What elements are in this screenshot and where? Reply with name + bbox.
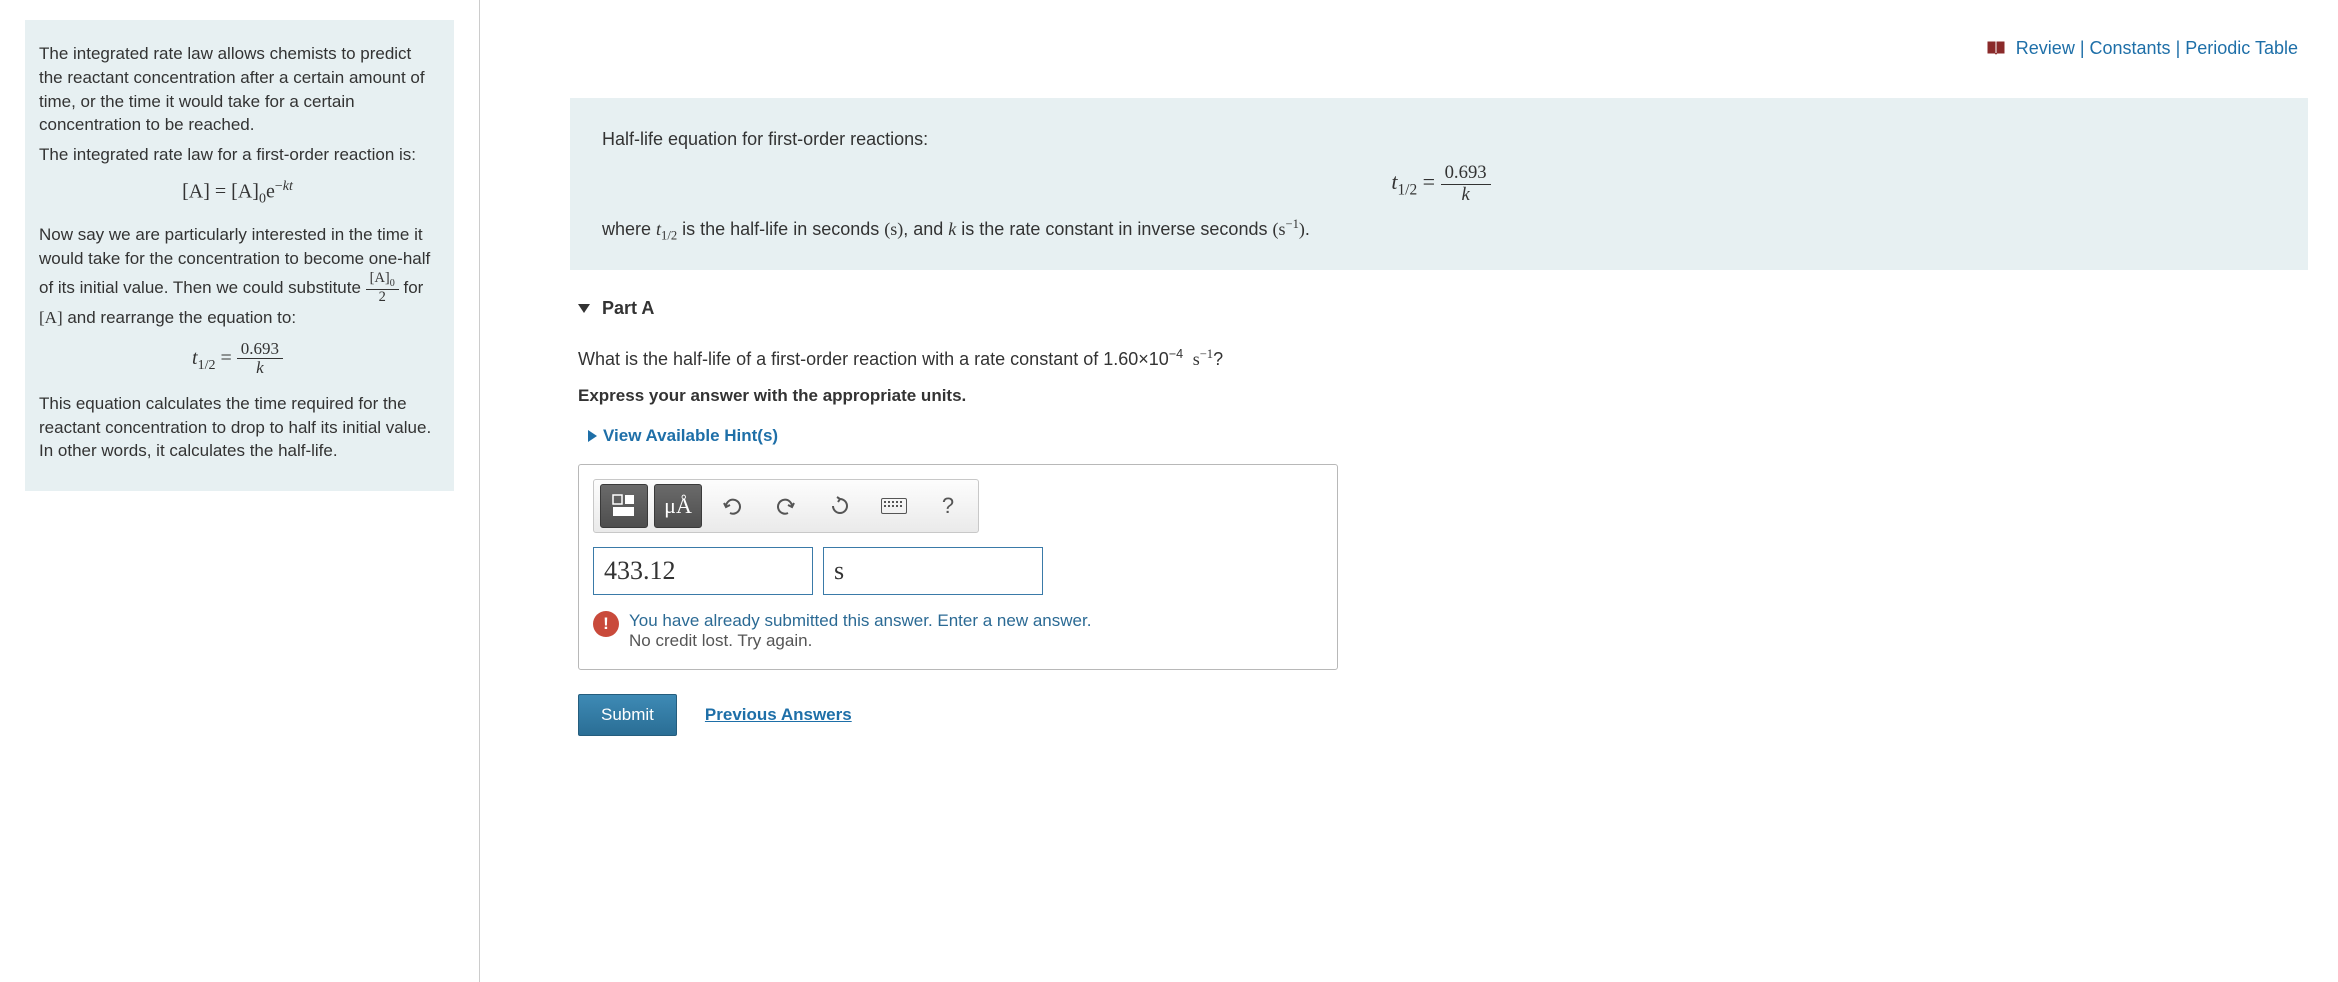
reset-button[interactable] xyxy=(816,484,864,528)
equation-halflife-left: t1/2 = 0.693k xyxy=(39,340,436,378)
keyboard-icon xyxy=(881,498,907,514)
answer-toolbar: μÅ ? xyxy=(593,479,979,533)
help-button[interactable]: ? xyxy=(924,484,972,528)
value-input[interactable] xyxy=(593,547,813,595)
template-button[interactable] xyxy=(600,484,648,528)
chevron-right-icon xyxy=(588,430,597,442)
feedback-line2: No credit lost. Try again. xyxy=(629,631,1091,651)
frac-a0-2: [A]02 xyxy=(366,271,399,306)
constants-link[interactable]: Constants xyxy=(2090,38,2171,58)
instruction: Express your answer with the appropriate… xyxy=(578,386,2308,406)
info-line2: where t1/2 is the half-life in seconds (… xyxy=(602,215,2280,245)
intro-p1: The integrated rate law allows chemists … xyxy=(39,42,436,137)
unit-input[interactable] xyxy=(823,547,1043,595)
keyboard-button[interactable] xyxy=(870,484,918,528)
part-a-header[interactable]: Part A xyxy=(578,298,2308,319)
undo-button[interactable] xyxy=(708,484,756,528)
previous-answers-link[interactable]: Previous Answers xyxy=(705,705,852,725)
error-icon: ! xyxy=(593,611,619,637)
view-hints-link[interactable]: View Available Hint(s) xyxy=(588,426,2308,446)
units-button[interactable]: μÅ xyxy=(654,484,702,528)
equation-rate-law: [A] = [A]0e−kt xyxy=(39,177,436,209)
collapse-icon xyxy=(578,304,590,313)
part-label: Part A xyxy=(602,298,654,319)
answer-box: μÅ ? ! xyxy=(578,464,1338,670)
info-box: Half-life equation for first-order react… xyxy=(570,98,2308,270)
top-links: Review | Constants | Periodic Table xyxy=(1987,38,2298,59)
feedback: ! You have already submitted this answer… xyxy=(593,611,1323,651)
book-icon xyxy=(1987,39,2005,53)
equation-halflife-main: t1/2 = 0.693k xyxy=(602,163,2280,205)
feedback-line1: You have already submitted this answer. … xyxy=(629,611,1091,631)
intro-p2: The integrated rate law for a first-orde… xyxy=(39,143,436,167)
submit-button[interactable]: Submit xyxy=(578,694,677,736)
intro-p3: Now say we are particularly interested i… xyxy=(39,223,436,329)
intro-p4: This equation calculates the time requir… xyxy=(39,392,436,463)
question-text: What is the half-life of a first-order r… xyxy=(578,347,2308,370)
info-line1: Half-life equation for first-order react… xyxy=(602,126,2280,153)
review-link[interactable]: Review xyxy=(2016,38,2075,58)
intro-box: The integrated rate law allows chemists … xyxy=(25,20,454,491)
redo-button[interactable] xyxy=(762,484,810,528)
periodic-table-link[interactable]: Periodic Table xyxy=(2185,38,2298,58)
